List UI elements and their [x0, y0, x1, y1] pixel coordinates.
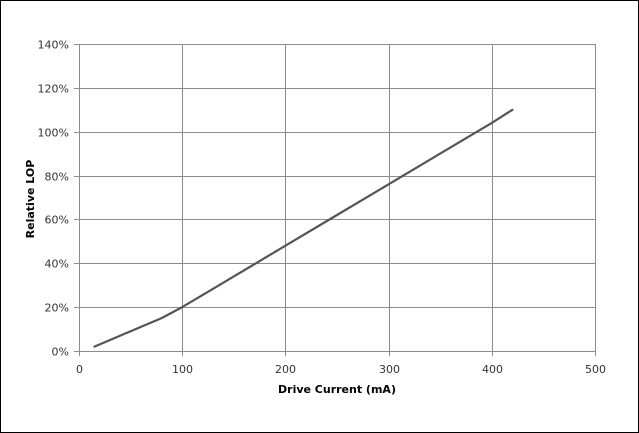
y-axis-ticks: 0% 20% 40% 60% 80% 100% 120% 140%: [38, 39, 69, 359]
x-tick-label: 500: [585, 363, 606, 376]
x-tick-label: 100: [172, 363, 193, 376]
x-tick-label: 400: [482, 363, 503, 376]
y-tick-label: 100%: [38, 127, 69, 140]
x-tick-label: 200: [275, 363, 296, 376]
x-axis-ticks: 0 100 200 300 400 500: [76, 363, 606, 376]
y-tick-label: 0%: [52, 346, 69, 359]
y-tick-label: 120%: [38, 83, 69, 96]
y-tick-label: 60%: [45, 214, 69, 227]
x-tick-label: 0: [76, 363, 83, 376]
y-tick-label: 40%: [45, 258, 69, 271]
x-tick-label: 300: [379, 363, 400, 376]
series-layer: [93, 108, 514, 348]
y-tick-label: 80%: [45, 171, 69, 184]
x-axis-title: Drive Current (mA): [278, 383, 396, 396]
y-tick-label: 20%: [45, 302, 69, 315]
y-axis-title: Relative LOP: [24, 160, 37, 239]
gridlines: [74, 44, 596, 356]
series-line: [93, 108, 514, 348]
y-tick-label: 140%: [38, 39, 69, 52]
